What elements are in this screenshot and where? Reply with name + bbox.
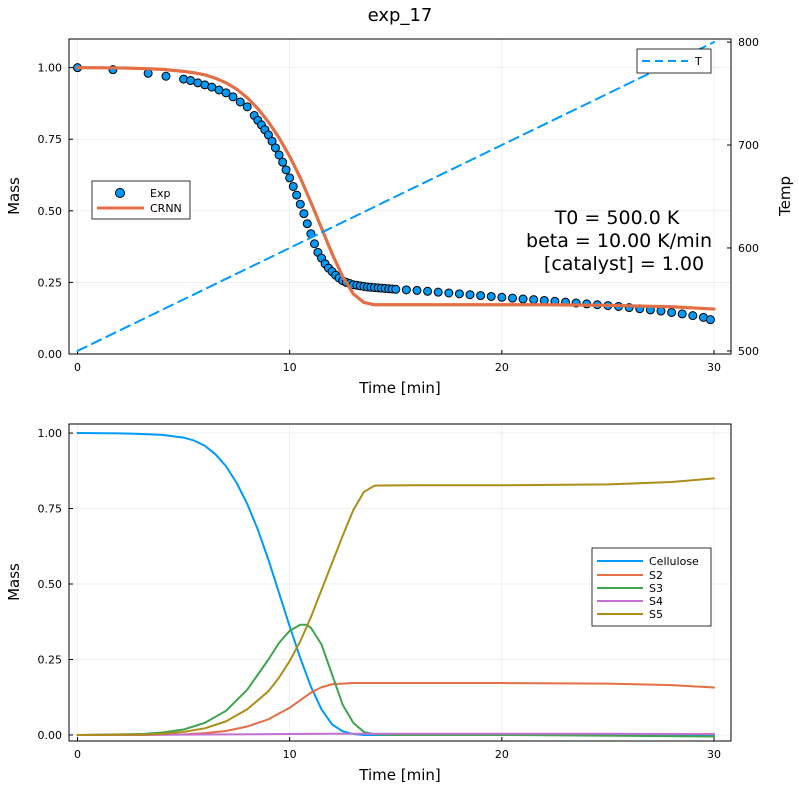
- legend-t-label: T: [694, 55, 702, 68]
- x-tick-label: 20: [495, 748, 509, 761]
- annotation: T0 = 500.0 K beta = 10.00 K/min [catalys…: [526, 207, 712, 275]
- exp-point: [497, 292, 507, 302]
- x-tick-label: 10: [283, 361, 297, 374]
- exp-point: [292, 190, 302, 200]
- exp-point: [228, 92, 238, 102]
- y2-tick-label: 600: [738, 242, 759, 255]
- top-series-layer: [72, 41, 716, 352]
- exp-point: [454, 289, 464, 299]
- x-tick-label: 30: [707, 361, 721, 374]
- top-axis-ticks: 0 10 20 30 0.00 0.25 0.50 0.75 1.00 500 600 700 800: [38, 36, 760, 374]
- exp-point: [401, 285, 411, 295]
- exp-point: [285, 173, 295, 183]
- series-s2-line: [76, 682, 716, 736]
- bottom-axis-ticks: 0 10 20 30 0.00 0.25 0.50 0.75 1.00: [38, 427, 722, 761]
- y2-tick-label: 500: [738, 345, 759, 358]
- exp-point: [465, 290, 475, 300]
- x-tick-label: 30: [707, 748, 721, 761]
- exp-point: [433, 287, 443, 297]
- legend-bottom: Cellulose S2 S3 S4 S5: [591, 547, 712, 627]
- exp-point: [667, 307, 677, 317]
- y-tick-label: 0.25: [38, 276, 63, 289]
- exp-point: [486, 291, 496, 301]
- exp-point: [270, 143, 280, 153]
- exp-point: [507, 293, 517, 303]
- exp-point: [656, 306, 666, 316]
- exp-point: [143, 68, 153, 78]
- legend-right: T: [636, 48, 712, 74]
- legend-crnn-label: CRNN: [150, 202, 182, 215]
- exp-point: [444, 288, 454, 298]
- y-tick-label: 0.75: [38, 503, 63, 516]
- annotation-line-2: beta = 10.00 K/min: [526, 230, 712, 252]
- exp-point: [309, 239, 319, 249]
- y-tick-label: 1.00: [38, 62, 63, 75]
- series-crnn-line: [75, 66, 716, 311]
- y-tick-label: 0.50: [38, 578, 63, 591]
- exp-point: [221, 88, 231, 98]
- top-plot-frame: [68, 38, 732, 355]
- exp-point: [688, 311, 698, 321]
- legend-s2-label: S2: [649, 569, 663, 582]
- y-tick-label: 0.25: [38, 653, 63, 666]
- exp-point: [299, 209, 309, 219]
- exp-point: [281, 165, 291, 175]
- legend-s4-label: S4: [649, 595, 663, 608]
- legend-left-box: [91, 180, 191, 220]
- exp-point: [242, 102, 252, 112]
- top-panel: 0 10 20 300.000.250.500.751.00500600700800 …: [5, 36, 794, 397]
- exp-point: [518, 294, 528, 304]
- top-x-axis-label: Time [min]: [358, 379, 440, 397]
- x-tick-label: 10: [283, 748, 297, 761]
- legend-cellulose-label: Cellulose: [649, 555, 699, 568]
- x-tick-label: 0: [74, 361, 81, 374]
- annotation-line-3: [catalyst] = 1.00: [544, 253, 704, 275]
- exp-point: [278, 157, 288, 167]
- series-s4-line: [76, 732, 716, 736]
- exp-point: [295, 199, 305, 209]
- series-cellulose-line: [76, 432, 716, 736]
- y-tick-label: 0.50: [38, 205, 63, 218]
- exp-point: [423, 286, 433, 296]
- legend-s5-label: S5: [649, 608, 663, 621]
- exp-point: [529, 295, 539, 305]
- exp-point: [288, 181, 298, 191]
- exp-point: [677, 309, 687, 319]
- bottom-series-layer: [76, 432, 716, 738]
- bottom-plot-frame: [68, 423, 732, 742]
- y-tick-label: 0.75: [38, 133, 63, 146]
- exp-point: [391, 284, 401, 294]
- series-s5-line: [76, 477, 716, 736]
- annotation-line-1: T0 = 500.0 K: [554, 207, 680, 229]
- legend-s3-label: S3: [649, 582, 663, 595]
- bottom-x-axis-label: Time [min]: [358, 766, 440, 784]
- top-y2-axis-label: Temp: [776, 176, 794, 217]
- legend-left: Exp CRNN: [91, 180, 191, 220]
- y-tick-label: 0.00: [38, 348, 63, 361]
- x-tick-label: 20: [495, 361, 509, 374]
- exp-point: [705, 315, 715, 325]
- y2-tick-label: 700: [738, 139, 759, 152]
- bottom-panel: 0 10 20 30 0.00 0.25 0.50 0.75 1.00 Time [min] M…: [5, 423, 732, 784]
- top-y-axis-label: Mass: [5, 177, 23, 215]
- legend-exp-label: Exp: [150, 187, 170, 200]
- bottom-y-axis-label: Mass: [5, 563, 23, 601]
- y-tick-label: 1.00: [38, 427, 63, 440]
- y-tick-label: 0.00: [38, 729, 63, 742]
- exp-point: [235, 97, 245, 107]
- y2-tick-label: 800: [738, 36, 759, 49]
- exp-point: [412, 285, 422, 295]
- x-tick-label: 0: [74, 748, 81, 761]
- exp-point: [274, 150, 284, 160]
- exp-point: [476, 291, 486, 301]
- exp-point: [161, 71, 171, 81]
- exp-point: [302, 219, 312, 229]
- chart-title: exp_17: [368, 5, 433, 26]
- series-t-line: [76, 41, 716, 352]
- legend-exp-marker: [115, 188, 125, 198]
- series-exp: [72, 63, 715, 325]
